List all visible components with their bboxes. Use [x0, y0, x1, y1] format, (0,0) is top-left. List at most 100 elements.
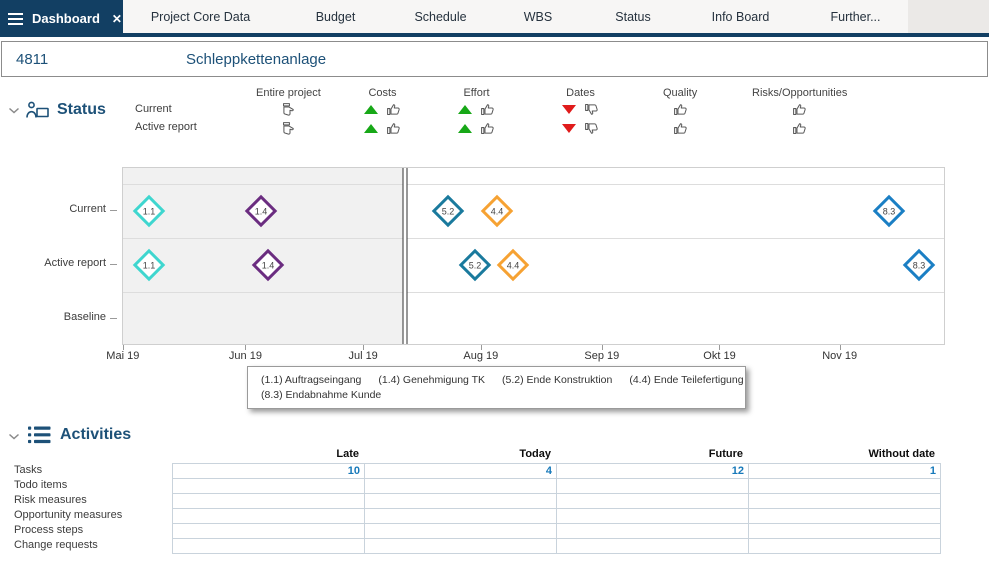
milestone-id: 1.1 [143, 260, 156, 270]
legend-item-5.2: (5.2) Ende Konstruktion [502, 374, 613, 386]
milestone-id: 4.4 [506, 260, 520, 270]
status-indicator [673, 119, 688, 137]
axis-tick [601, 345, 603, 350]
activities-cell-change-requests-today[interactable] [365, 539, 557, 554]
milestone-legend: (1.1) Auftragseingang (1.4) Genehmigung T… [247, 366, 746, 409]
milestone-5.2-active-report[interactable]: 5.2 [458, 248, 492, 282]
row-tick [110, 210, 117, 211]
activities-cell-tasks-without-date[interactable]: 1 [749, 464, 941, 479]
activities-cell-tasks-today[interactable]: 4 [365, 464, 557, 479]
activities-cell-tasks-future[interactable]: 12 [557, 464, 749, 479]
status-indicator [673, 100, 688, 118]
status-col-label: Risks/Opportunities [752, 87, 848, 99]
milestone-id: 1.1 [143, 206, 156, 216]
activities-cell-opportunity-measures-future[interactable] [557, 509, 749, 524]
thumb-down-icon [585, 122, 598, 134]
chart-row-label-current: Current [69, 203, 106, 215]
activities-cell-todo-items-without-date[interactable] [749, 479, 941, 494]
tab-further[interactable]: Further... [830, 9, 881, 24]
axis-tick [719, 345, 721, 350]
legend-line-2: (8.3) Endabnahme Kunde [261, 388, 732, 403]
tab-list: Project Core Data Budget Schedule WBS Status… [123, 0, 908, 33]
legend-item-4.4: (4.4) Ende Teilefertigung [629, 374, 744, 386]
thumb-up-icon [481, 122, 494, 134]
axis-label-jun-19: Jun 19 [228, 350, 262, 362]
milestone-4.4-current[interactable]: 4.4 [481, 194, 514, 228]
status-col-entire-project: Entire project [256, 87, 321, 137]
thumb-up-icon [387, 103, 400, 115]
thumb-neutral-icon [282, 121, 294, 135]
activities-cell-process-steps-late[interactable] [173, 524, 365, 539]
activities-cell-risk-measures-without-date[interactable] [749, 494, 941, 509]
milestone-id: 4.4 [491, 206, 504, 216]
project-header: 4811 Schleppkettenanlage [1, 41, 988, 77]
trend-up-icon [458, 104, 472, 114]
milestone-id: 1.4 [254, 206, 268, 216]
activities-cell-process-steps-today[interactable] [365, 524, 557, 539]
status-col-risks-opportunities: Risks/Opportunities [752, 87, 847, 137]
trend-down-icon [562, 123, 576, 133]
activities-cell-process-steps-without-date[interactable] [749, 524, 941, 539]
status-section-title: Status [57, 101, 106, 118]
activities-cell-todo-items-today[interactable] [365, 479, 557, 494]
tab-info-board[interactable]: Info Board [711, 9, 770, 24]
tab-schedule[interactable]: Schedule [414, 9, 467, 24]
thumb-down-icon [585, 103, 598, 115]
activities-section-title: Activities [60, 426, 132, 443]
tab-status[interactable]: Status [615, 9, 651, 24]
activities-cell-change-requests-late[interactable] [173, 539, 365, 554]
axis-label-nov-19: Nov 19 [822, 350, 858, 362]
activities-cell-change-requests-without-date[interactable] [749, 539, 941, 554]
chart-row-label-baseline: Baseline [63, 311, 106, 323]
milestone-id: 8.3 [913, 260, 926, 270]
thumb-up-icon [793, 122, 806, 134]
activities-cell-todo-items-future[interactable] [557, 479, 749, 494]
milestone-id: 5.2 [468, 260, 482, 270]
row-separator [123, 184, 944, 185]
thumb-up-icon [673, 103, 687, 115]
activities-cell-opportunity-measures-without-date[interactable] [749, 509, 941, 524]
milestone-4.4-active-report[interactable]: 4.4 [496, 248, 530, 282]
status-col-dates: Dates [562, 87, 599, 137]
project-id: 4811 [16, 50, 49, 68]
activities-header-without-date: Without date [868, 448, 936, 460]
activities-cell-process-steps-future[interactable] [557, 524, 749, 539]
legend-line-1: (1.1) Auftragseingang (1.4) Genehmigung T… [261, 373, 744, 388]
activities-row-label-todo-items: Todo items [14, 479, 68, 491]
activities-cell-todo-items-late[interactable] [173, 479, 365, 494]
row-separator [123, 292, 944, 293]
tab-dashboard[interactable]: Dashboard ✕ [0, 0, 123, 37]
activities-header-future: Future [708, 448, 743, 460]
hamburger-menu-icon[interactable] [8, 10, 23, 28]
activities-cell-opportunity-measures-late[interactable] [173, 509, 365, 524]
status-indicator [792, 100, 807, 118]
activities-list-icon [28, 426, 51, 444]
legend-item-1.4: (1.4) Genehmigung TK [378, 374, 486, 386]
activities-cell-opportunity-measures-today[interactable] [365, 509, 557, 524]
milestone-5.2-current[interactable]: 5.2 [431, 194, 465, 228]
trend-up-icon [458, 123, 472, 133]
trend-up-icon [364, 123, 378, 133]
milestone-plot: 1.1 1.4 5.2 4.4 8.3 1.1 1.4 5.2 4.4 8.3 [122, 167, 945, 345]
axis-label-aug-19: Aug 19 [463, 350, 499, 362]
activities-cell-risk-measures-future[interactable] [557, 494, 749, 509]
tab-budget[interactable]: Budget [315, 9, 356, 24]
activities-cell-tasks-late[interactable]: 10 [173, 464, 365, 479]
status-collapse-chevron-down-icon[interactable] [8, 107, 20, 115]
milestone-8.3-current[interactable]: 8.3 [872, 194, 906, 228]
thumb-up-icon [793, 103, 806, 115]
activities-cell-risk-measures-today[interactable] [365, 494, 557, 509]
activities-collapse-chevron-down-icon[interactable] [8, 433, 20, 441]
status-col-label: Quality [663, 87, 698, 99]
tab-project-core-data[interactable]: Project Core Data [150, 9, 251, 24]
tab-wbs[interactable]: WBS [523, 9, 553, 24]
activities-cell-change-requests-future[interactable] [557, 539, 749, 554]
activities-cell-risk-measures-late[interactable] [173, 494, 365, 509]
status-indicator [562, 119, 599, 137]
activities-row-label-risk-measures: Risk measures [14, 494, 87, 506]
activities-row-label-tasks: Tasks [14, 464, 43, 476]
milestone-8.3-active-report[interactable]: 8.3 [903, 248, 936, 282]
axis-tick [245, 345, 247, 350]
status-row-label-active-report: Active report [135, 121, 197, 133]
close-tab-icon[interactable]: ✕ [111, 11, 122, 26]
